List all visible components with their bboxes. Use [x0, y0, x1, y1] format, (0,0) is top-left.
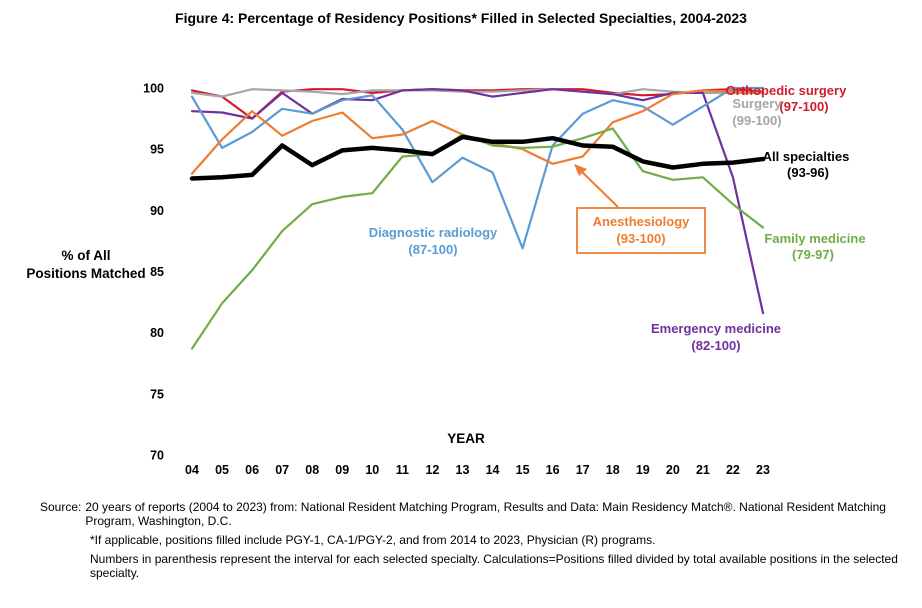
- label-all-specialties: All specialties: [763, 149, 850, 164]
- x-tick-label: 22: [726, 463, 740, 477]
- series-line-emergency-medicine: [190, 88, 765, 315]
- x-tick-label: 17: [576, 463, 590, 477]
- x-tick-label: 18: [606, 463, 620, 477]
- x-tick-label: 14: [486, 463, 500, 477]
- label-diagnostic-radiology-range: (87-100): [408, 242, 457, 257]
- x-tick-label: 15: [516, 463, 530, 477]
- x-tick-label: 11: [396, 463, 409, 477]
- method-note: Numbers in parenthesis represent the int…: [90, 552, 898, 580]
- x-tick-label: 21: [696, 463, 710, 477]
- series-lines: [189, 86, 766, 350]
- label-surgery: Surgery: [732, 96, 782, 111]
- y-tick-label: 90: [150, 204, 164, 218]
- figure-title: Figure 4: Percentage of Residency Positi…: [175, 10, 747, 26]
- label-orthopedic-surgery: Orthopedic surgery: [726, 83, 847, 98]
- y-tick-label: 80: [150, 326, 164, 340]
- series-line-all-specialties: [189, 134, 766, 181]
- label-anesthesiology: Anesthesiology: [593, 214, 691, 229]
- x-tick-label: 09: [335, 463, 349, 477]
- source-text: 20 years of reports (2004 to 2023) from:…: [85, 500, 886, 528]
- x-tick-label: 19: [636, 463, 650, 477]
- series-labels: Orthopedic surgery (97-100) Surgery (99-…: [369, 83, 866, 353]
- label-all-specialties-range: (93-96): [787, 165, 829, 180]
- label-emergency-medicine-range: (82-100): [691, 338, 740, 353]
- x-tick-label: 12: [425, 463, 439, 477]
- x-tick-label: 20: [666, 463, 680, 477]
- label-surgery-range: (99-100): [732, 113, 781, 128]
- line-chart: 70 75 80 85 90 95 100 04 05 06 07 08 09 10 11 12 13 14 15…: [26, 82, 866, 478]
- x-tick-label: 05: [215, 463, 229, 477]
- y-tick-label: 70: [150, 449, 164, 463]
- x-tick-label: 13: [456, 463, 470, 477]
- x-tick-label: 10: [365, 463, 379, 477]
- x-tick-label: 04: [185, 463, 199, 477]
- label-family-medicine: Family medicine: [764, 231, 865, 246]
- anesthesiology-callout-arrow: [578, 168, 619, 208]
- series-line-surgery: [190, 88, 765, 98]
- anesthesiology-callout-box: [576, 207, 706, 254]
- label-family-medicine-range: (79-97): [792, 247, 834, 262]
- series-line-diagnostic-radiology: [190, 86, 765, 250]
- y-tick-label: 75: [150, 387, 164, 401]
- y-tick-label: 85: [150, 265, 164, 279]
- x-tick-label: 06: [245, 463, 259, 477]
- label-diagnostic-radiology: Diagnostic radiology: [369, 225, 498, 240]
- y-axis-label-line-2: Positions Matched: [26, 266, 145, 281]
- arrowhead-icon: [574, 164, 587, 176]
- y-axis-ticks: 70 75 80 85 90 95 100: [143, 82, 164, 463]
- y-axis-label-line-1: % of All: [62, 248, 111, 263]
- x-tick-label: 08: [305, 463, 319, 477]
- x-tick-label: 07: [275, 463, 289, 477]
- series-line-anesthesiology: [190, 89, 765, 175]
- x-tick-label: 23: [756, 463, 770, 477]
- y-tick-label: 95: [150, 143, 164, 157]
- label-emergency-medicine: Emergency medicine: [651, 321, 781, 336]
- y-tick-label: 100: [143, 82, 164, 96]
- figure-notes: Source: 20 years of reports (2004 to 202…: [40, 500, 910, 580]
- x-tick-label: 16: [546, 463, 560, 477]
- source-note: Source: 20 years of reports (2004 to 202…: [40, 500, 910, 528]
- source-lead: Source:: [40, 500, 82, 514]
- label-orthopedic-surgery-range: (97-100): [779, 99, 828, 114]
- footnote: *If applicable, positions filled include…: [90, 533, 656, 547]
- label-anesthesiology-range: (93-100): [616, 231, 665, 246]
- x-axis-ticks: 04 05 06 07 08 09 10 11 12 13 14 15 16 17 18 19 20 21 22 23: [185, 463, 770, 477]
- x-axis-label: YEAR: [447, 431, 485, 446]
